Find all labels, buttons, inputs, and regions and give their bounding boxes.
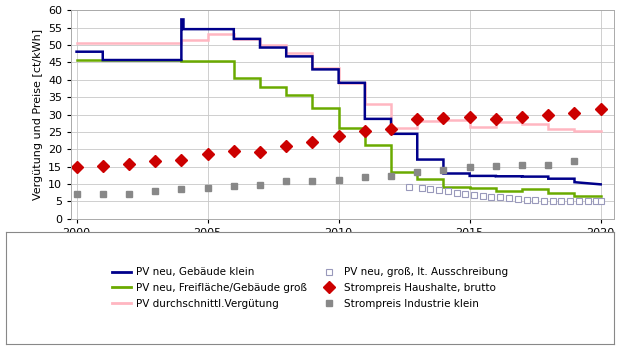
Y-axis label: Vergütung und Preise [ct/kWh]: Vergütung und Preise [ct/kWh] [33,29,43,200]
Legend: PV neu, Gebäude klein, PV neu, Freifläche/Gebäude groß, PV durchschnittl.Vergütu: PV neu, Gebäude klein, PV neu, Freifläch… [107,262,513,314]
